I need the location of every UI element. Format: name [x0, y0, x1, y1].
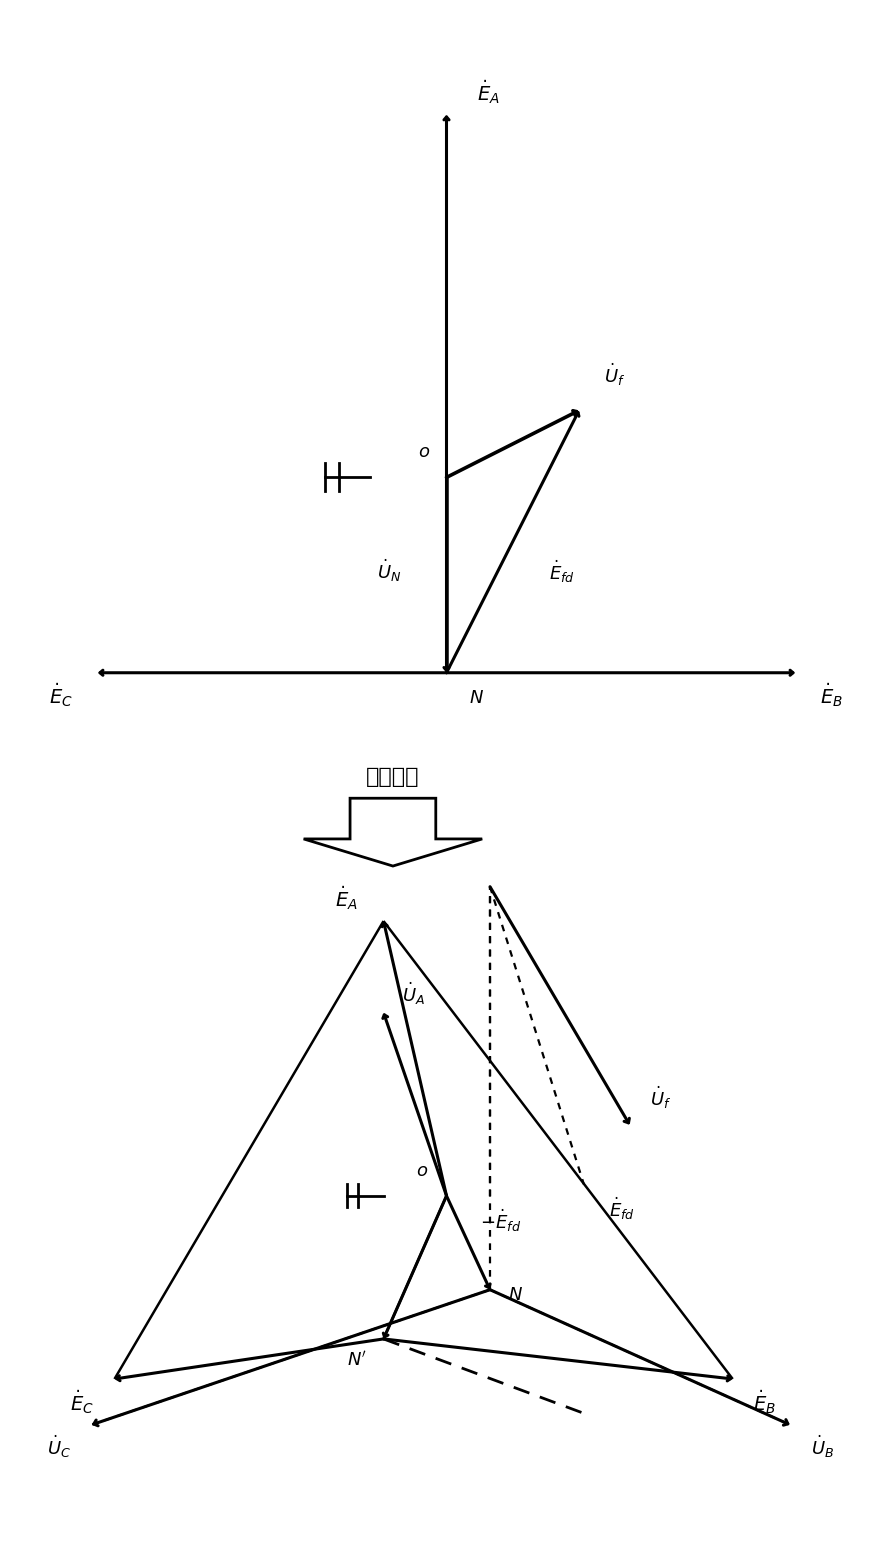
- Text: $N'$: $N'$: [347, 1350, 368, 1370]
- Text: 进行平移: 进行平移: [366, 767, 420, 787]
- Text: $\dot{E}_{fd}$: $\dot{E}_{fd}$: [549, 558, 575, 584]
- Text: $\dot{E}_C$: $\dot{E}_C$: [48, 681, 72, 709]
- Text: $o$: $o$: [418, 442, 430, 461]
- Text: $\dot{E}_C$: $\dot{E}_C$: [70, 1388, 94, 1416]
- Text: $\dot{U}_A$: $\dot{U}_A$: [402, 980, 425, 1006]
- Text: $\dot{E}_B$: $\dot{E}_B$: [821, 681, 844, 709]
- Text: $\dot{U}_f$: $\dot{U}_f$: [605, 362, 626, 388]
- Text: $\dot{U}_N$: $\dot{U}_N$: [378, 558, 402, 584]
- Text: $\dot{E}_{fd}$: $\dot{E}_{fd}$: [609, 1196, 635, 1222]
- Text: $\dot{E}_A$: $\dot{E}_A$: [336, 885, 358, 912]
- Text: $o$: $o$: [416, 1162, 428, 1180]
- Text: $-\dot{E}_{fd}$: $-\dot{E}_{fd}$: [480, 1207, 521, 1234]
- Text: $\dot{E}_A$: $\dot{E}_A$: [477, 79, 500, 106]
- Text: $\dot{U}_C$: $\dot{U}_C$: [46, 1435, 71, 1461]
- Text: $\dot{U}_B$: $\dot{U}_B$: [811, 1435, 834, 1461]
- Text: $\dot{E}_B$: $\dot{E}_B$: [754, 1388, 776, 1416]
- Text: $N$: $N$: [508, 1287, 523, 1304]
- Text: $N$: $N$: [469, 689, 484, 707]
- Text: $\dot{U}_f$: $\dot{U}_f$: [650, 1085, 672, 1111]
- Polygon shape: [304, 798, 482, 866]
